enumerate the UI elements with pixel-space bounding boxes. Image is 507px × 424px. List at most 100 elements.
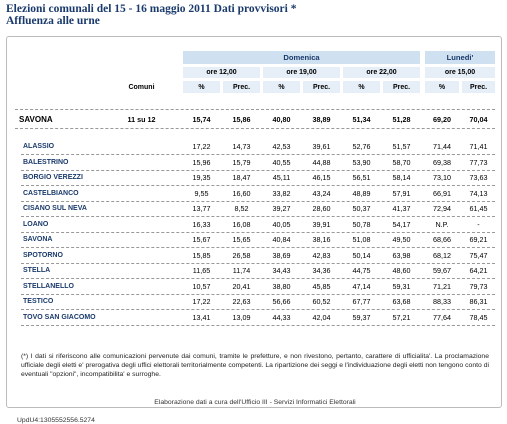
turnout-value: 86,31 — [469, 297, 488, 306]
turnout-value: 51,08 — [352, 235, 371, 244]
turnout-value: 42,83 — [312, 250, 331, 260]
municipality-name: STELLA — [23, 267, 51, 274]
turnout-value: 51,57 — [392, 142, 411, 151]
turnout-value: 41,37 — [392, 204, 411, 213]
header-ore-12: ore 12,00 — [183, 67, 260, 78]
header-prec: Prec. — [303, 81, 340, 93]
summary-value: 51,34 — [352, 115, 371, 124]
turnout-value: 26,58 — [232, 250, 251, 260]
turnout-value: 59,31 — [392, 281, 411, 291]
turnout-value: 22,63 — [232, 297, 251, 306]
turnout-value: - — [477, 219, 480, 229]
turnout-value: 77,64 — [433, 312, 451, 322]
header-domenica: Domenica — [183, 51, 420, 64]
turnout-value: 44,75 — [352, 266, 371, 275]
municipality-name: BALESTRINO — [23, 158, 69, 166]
table-row: LOANO 16,33 16,08 40,05 39,91 50,78 54,17 N.P. - — [7, 218, 503, 231]
turnout-value: 57,21 — [392, 312, 411, 322]
divider — [21, 309, 495, 310]
turnout-value: 18,47 — [232, 173, 251, 182]
turnout-value: 61,45 — [469, 204, 488, 213]
summary-value: 69,20 — [433, 115, 451, 124]
table-row: SPOTORNO 15,85 26,58 38,69 42,83 50,14 63,98 68… — [7, 249, 503, 262]
municipality-name: SAVONA — [23, 236, 53, 243]
table-row: TOVO SAN GIACOMO 13,41 13,09 44,33 42,04 59,3… — [7, 311, 503, 324]
turnout-value: 15,65 — [232, 235, 251, 244]
turnout-value: 59,37 — [352, 312, 371, 322]
header-prec: Prec. — [383, 81, 420, 93]
divider — [21, 293, 495, 295]
turnout-value: 34,43 — [272, 266, 291, 275]
divider — [21, 169, 495, 171]
turnout-value: 28,60 — [312, 204, 331, 213]
turnout-value: 47,14 — [352, 281, 371, 291]
turnout-value: 52,76 — [352, 142, 371, 151]
turnout-value: 77,73 — [469, 157, 488, 167]
footer-credit: Elaborazione dati a cura dell'Ufficio II… — [154, 399, 356, 406]
turnout-value: 43,24 — [312, 188, 331, 198]
turnout-value: 50,78 — [352, 219, 371, 229]
summary-value: 51,28 — [392, 115, 411, 124]
turnout-value: 17,22 — [192, 297, 211, 306]
turnout-value: 13,77 — [192, 204, 211, 213]
turnout-value: 39,27 — [272, 204, 291, 213]
turnout-value: 53,90 — [352, 157, 371, 167]
summary-value: 15,86 — [232, 115, 251, 124]
turnout-value: 42,53 — [272, 142, 291, 151]
header-comuni: Comuni — [103, 81, 180, 93]
turnout-value: 69,21 — [469, 235, 488, 244]
turnout-value: 40,55 — [272, 157, 291, 167]
table-row: CASTELBIANCO 9,55 16,60 33,82 43,24 48,89 57,9… — [7, 187, 503, 200]
table-row: BORGIO VEREZZI 19,35 18,47 45,11 46,15 56,51 5… — [7, 171, 503, 184]
turnout-value: 46,15 — [312, 173, 331, 182]
header-prec: Prec. — [223, 81, 260, 93]
municipality-name: CASTELBIANCO — [23, 189, 79, 197]
turnout-value: 79,73 — [469, 281, 488, 291]
municipality-name: TESTICO — [23, 298, 54, 305]
turnout-value: 9,55 — [194, 188, 209, 198]
turnout-value: 78,45 — [469, 312, 488, 322]
divider — [15, 109, 495, 110]
turnout-value: 48,60 — [392, 266, 411, 275]
turnout-value: 15,67 — [192, 235, 211, 244]
turnout-value: 50,37 — [352, 204, 371, 213]
turnout-value: N.P. — [435, 219, 449, 229]
turnout-value: 56,66 — [272, 297, 291, 306]
turnout-value: 8,52 — [234, 204, 249, 213]
turnout-value: 40,05 — [272, 219, 291, 229]
summary-row: SAVONA 11 su 12 15,74 15,86 40,80 38,89 … — [7, 113, 503, 126]
turnout-value: 69,38 — [433, 157, 451, 167]
turnout-value: 56,51 — [352, 173, 371, 182]
summary-value: 15,74 — [192, 115, 211, 124]
turnout-value: 60,52 — [312, 297, 331, 306]
header-prec: Prec. — [462, 81, 495, 93]
turnout-value: 42,04 — [312, 312, 331, 322]
turnout-value: 68,66 — [433, 235, 451, 244]
header-ore-22: ore 22,00 — [343, 67, 420, 78]
turnout-value: 45,85 — [312, 281, 331, 291]
turnout-value: 71,41 — [469, 142, 488, 151]
summary-value: 38,89 — [312, 115, 331, 124]
turnout-value: 16,08 — [232, 219, 251, 229]
header-pct: % — [183, 81, 220, 93]
table-row: STELLANELLO 10,57 20,41 38,80 45,85 47,14 59,3… — [7, 280, 503, 293]
turnout-value: 71,21 — [433, 281, 451, 291]
divider — [21, 216, 495, 217]
turnout-value: 74,13 — [469, 188, 488, 198]
turnout-value: 33,82 — [272, 188, 291, 198]
divider — [21, 324, 495, 326]
turnout-value: 15,85 — [192, 250, 211, 260]
turnout-value: 50,14 — [352, 250, 371, 260]
turnout-value: 73,10 — [433, 173, 451, 182]
municipality-name: LOANO — [23, 220, 49, 228]
divider — [21, 200, 495, 202]
turnout-value: 57,91 — [392, 188, 411, 198]
turnout-value: 44,88 — [312, 157, 331, 167]
summary-value: 40,80 — [272, 115, 291, 124]
turnout-value: 73,63 — [469, 173, 488, 182]
turnout-value: 11,65 — [192, 266, 211, 275]
turnout-value: 13,41 — [192, 312, 211, 322]
summary-name: SAVONA — [19, 115, 53, 124]
header-pct: % — [343, 81, 380, 93]
turnout-value: 38,16 — [312, 235, 331, 244]
